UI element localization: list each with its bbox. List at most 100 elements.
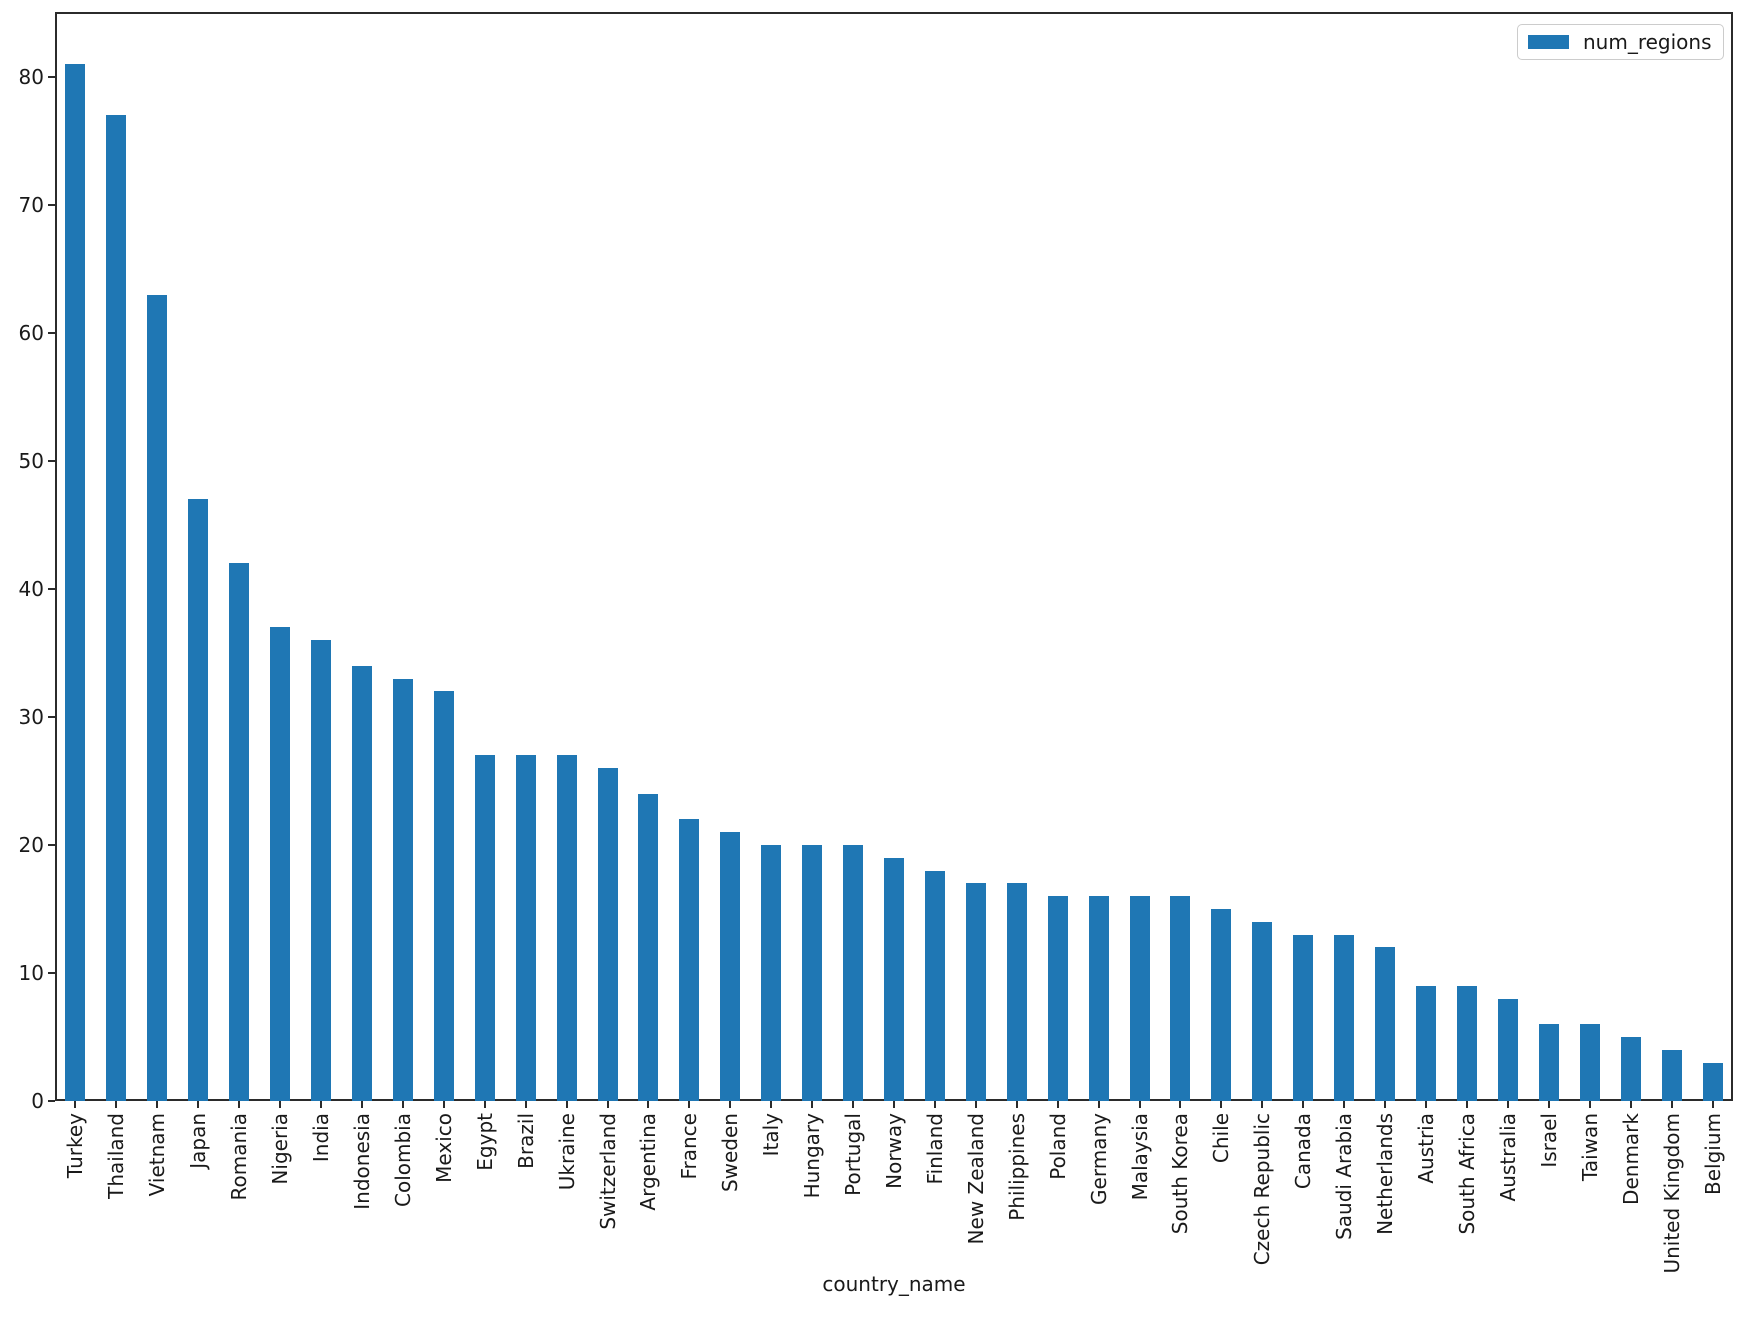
- legend-color-swatch: [1528, 35, 1569, 49]
- x-tick-label: Sweden: [718, 1113, 743, 1193]
- bar: [188, 499, 209, 1101]
- x-tick-label: Vietnam: [145, 1113, 170, 1197]
- bar: [1702, 1062, 1723, 1101]
- bar: [1416, 985, 1437, 1101]
- x-tick-label: Mexico: [431, 1113, 456, 1183]
- y-tick-label: 20: [18, 833, 44, 857]
- bar: [1006, 883, 1027, 1101]
- y-tick-label: 80: [18, 65, 44, 90]
- bar: [924, 870, 945, 1101]
- bar: [843, 845, 864, 1101]
- x-tick-label: Taiwan: [1577, 1113, 1602, 1182]
- x-tick-label: Brazil: [513, 1113, 538, 1169]
- bar: [1293, 934, 1314, 1101]
- x-tick-label: Ukraine: [554, 1113, 579, 1191]
- x-tick-label: France: [677, 1113, 702, 1180]
- x-tick-label: Poland: [1045, 1113, 1070, 1180]
- bar: [1334, 934, 1355, 1101]
- bar: [229, 563, 250, 1101]
- x-tick-mark: [442, 1101, 445, 1108]
- x-tick-mark: [401, 1101, 404, 1108]
- x-tick-label: Japan: [186, 1113, 211, 1169]
- x-tick-label: Egypt: [472, 1113, 497, 1171]
- x-tick-mark: [565, 1101, 568, 1108]
- y-tick-mark: [48, 844, 55, 846]
- bar: [1211, 909, 1232, 1101]
- y-tick-mark: [48, 716, 55, 718]
- bar: [761, 845, 782, 1101]
- x-tick-mark: [647, 1101, 650, 1108]
- bar: [556, 755, 577, 1101]
- x-tick-label: Israel: [1536, 1113, 1561, 1168]
- bar: [65, 64, 86, 1101]
- x-tick-mark: [1138, 1101, 1141, 1108]
- bar: [679, 819, 700, 1101]
- y-tick-mark: [48, 972, 55, 974]
- x-tick-mark: [360, 1101, 363, 1108]
- bar: [1497, 998, 1518, 1101]
- bar: [1129, 896, 1150, 1101]
- y-tick-mark: [48, 460, 55, 462]
- x-tick-label: Hungary: [800, 1113, 825, 1199]
- y-tick-mark: [48, 1100, 55, 1102]
- bar: [802, 845, 823, 1101]
- x-tick-mark: [1425, 1101, 1428, 1108]
- x-tick-label: Argentina: [636, 1113, 661, 1211]
- x-tick-label: Netherlands: [1373, 1113, 1398, 1235]
- x-tick-mark: [974, 1101, 977, 1108]
- bar: [1456, 985, 1477, 1101]
- bar: [392, 678, 413, 1101]
- x-tick-label: Colombia: [390, 1113, 415, 1207]
- x-tick-mark: [1179, 1101, 1182, 1108]
- x-tick-label: United Kingdom: [1659, 1113, 1684, 1274]
- x-tick-label: India: [309, 1113, 334, 1163]
- bar: [515, 755, 536, 1101]
- bar: [270, 627, 291, 1101]
- x-tick-label: Switzerland: [595, 1113, 620, 1230]
- x-tick-mark: [483, 1101, 486, 1108]
- x-tick-mark: [279, 1101, 282, 1108]
- bar: [965, 883, 986, 1101]
- x-tick-label: Turkey: [63, 1113, 88, 1179]
- x-tick-mark: [1547, 1101, 1550, 1108]
- bar: [884, 857, 904, 1101]
- bar: [720, 832, 741, 1101]
- x-tick-mark: [1302, 1101, 1305, 1108]
- x-tick-label: Norway: [882, 1113, 906, 1189]
- x-tick-label: Nigeria: [268, 1113, 293, 1185]
- bar: [597, 768, 618, 1101]
- y-tick-label: 0: [31, 1089, 44, 1113]
- x-tick-mark: [1629, 1101, 1632, 1108]
- x-tick-label: South Africa: [1454, 1113, 1479, 1235]
- bar: [474, 755, 495, 1101]
- x-tick-label: Germany: [1086, 1113, 1111, 1205]
- x-tick-mark: [1097, 1101, 1100, 1108]
- x-tick-mark: [156, 1101, 159, 1108]
- x-tick-label: Romania: [227, 1113, 252, 1201]
- x-tick-mark: [1711, 1101, 1714, 1108]
- x-tick-mark: [197, 1101, 200, 1108]
- x-tick-mark: [770, 1101, 773, 1108]
- bar: [1047, 896, 1068, 1101]
- bar: [1538, 1024, 1559, 1101]
- bar: [147, 294, 168, 1101]
- bar: [1170, 896, 1191, 1101]
- x-tick-mark: [933, 1101, 936, 1108]
- y-tick-mark: [48, 204, 55, 207]
- x-tick-label: Finland: [922, 1113, 947, 1185]
- x-axis-title: country_name: [822, 1272, 966, 1296]
- x-tick-label: Italy: [759, 1113, 784, 1157]
- x-tick-mark: [1588, 1101, 1591, 1108]
- y-tick-label: 30: [18, 705, 44, 729]
- x-tick-mark: [688, 1101, 691, 1108]
- x-tick-label: Czech Republic: [1250, 1113, 1275, 1266]
- y-tick-label: 60: [18, 321, 44, 346]
- x-tick-label: South Korea: [1168, 1113, 1193, 1235]
- x-tick-label: Philippines: [1004, 1113, 1029, 1221]
- x-tick-mark: [1506, 1101, 1509, 1108]
- x-tick-mark: [1384, 1101, 1387, 1108]
- y-tick-mark: [48, 332, 55, 335]
- x-tick-mark: [852, 1101, 855, 1108]
- x-tick-mark: [606, 1101, 609, 1108]
- y-tick-label: 40: [18, 577, 44, 601]
